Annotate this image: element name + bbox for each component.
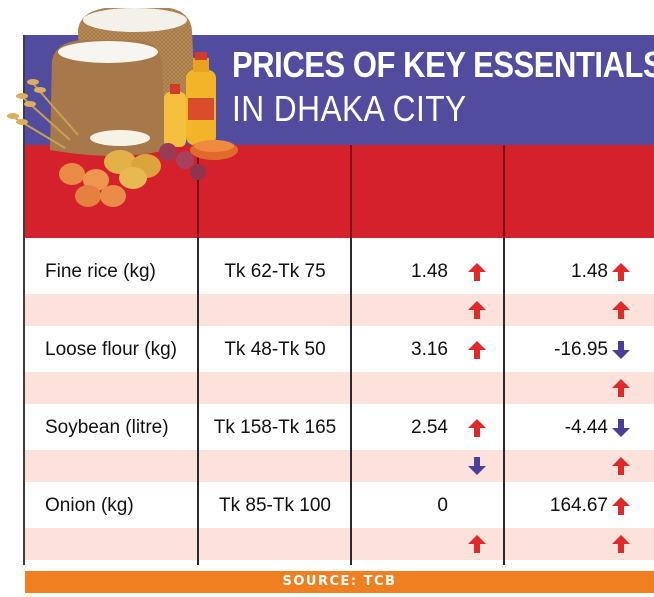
egg: [75, 185, 101, 207]
oil-bottle-small: [164, 92, 186, 147]
arrow-up-icon: [610, 299, 632, 321]
page-title: PRICES OF KEY ESSENTIALS: [232, 44, 654, 85]
onion: [190, 164, 206, 180]
arrow-up-icon: [610, 495, 632, 517]
arrow-up-icon: [466, 533, 488, 555]
arrow-up-icon: [610, 261, 632, 283]
table-row-shaded: [25, 450, 654, 482]
arrow-up-icon: [610, 377, 632, 399]
price-range: Tk 158-Tk 165: [213, 417, 337, 438]
change-value-2: 1.48: [571, 261, 608, 282]
change-value-2: -4.44: [564, 417, 608, 438]
price-range: Tk 62-Tk 75: [224, 261, 326, 282]
egg: [59, 163, 85, 185]
page-subtitle: IN DHAKA CITY: [232, 88, 467, 129]
flour-bowl: [90, 130, 150, 146]
frame-left-border: [23, 35, 25, 565]
change-value-2: -16.95: [554, 339, 608, 360]
header-divider: [350, 145, 352, 238]
price-range: Tk 85-Tk 100: [219, 495, 331, 516]
grocery-illustration: [7, 8, 238, 207]
arrow-up-icon: [610, 533, 632, 555]
table-row-shaded: [25, 528, 654, 560]
rice-sack-front: [50, 40, 166, 156]
column-divider: [503, 238, 505, 565]
change-value-1: 3.16: [411, 339, 448, 360]
change-value-1: 0: [437, 495, 448, 516]
source-note: SOURCE: TCB: [25, 571, 654, 593]
change-value-1: 1.48: [411, 261, 448, 282]
header-divider: [197, 145, 199, 238]
onion: [159, 143, 177, 161]
arrow-down-icon: [610, 339, 632, 361]
change-value-2: 164.67: [549, 495, 608, 516]
egg: [100, 185, 126, 207]
table-row-shaded: [25, 372, 654, 404]
header-divider: [503, 145, 505, 238]
arrow-up-icon: [466, 299, 488, 321]
arrow-down-icon: [466, 455, 488, 477]
item-name: Onion (kg): [45, 495, 134, 516]
arrow-up-icon: [466, 339, 488, 361]
column-divider: [197, 238, 199, 565]
arrow-up-icon: [466, 417, 488, 439]
arrow-up-icon: [466, 261, 488, 283]
rice-pile-back: [83, 8, 187, 32]
item-name: Soybean (litre): [45, 417, 169, 438]
item-name: Loose flour (kg): [45, 339, 178, 360]
onion: [176, 151, 194, 169]
arrow-up-icon: [610, 455, 632, 477]
table-row-shaded: [25, 294, 654, 326]
item-name: Fine rice (kg): [45, 261, 156, 282]
price-range: Tk 48-Tk 50: [224, 339, 326, 360]
wheat-grains: [7, 79, 46, 125]
change-value-1: 2.54: [411, 417, 448, 438]
column-divider: [350, 238, 352, 565]
rice-pile-front: [58, 41, 158, 63]
arrow-down-icon: [610, 417, 632, 439]
potato: [119, 167, 147, 189]
